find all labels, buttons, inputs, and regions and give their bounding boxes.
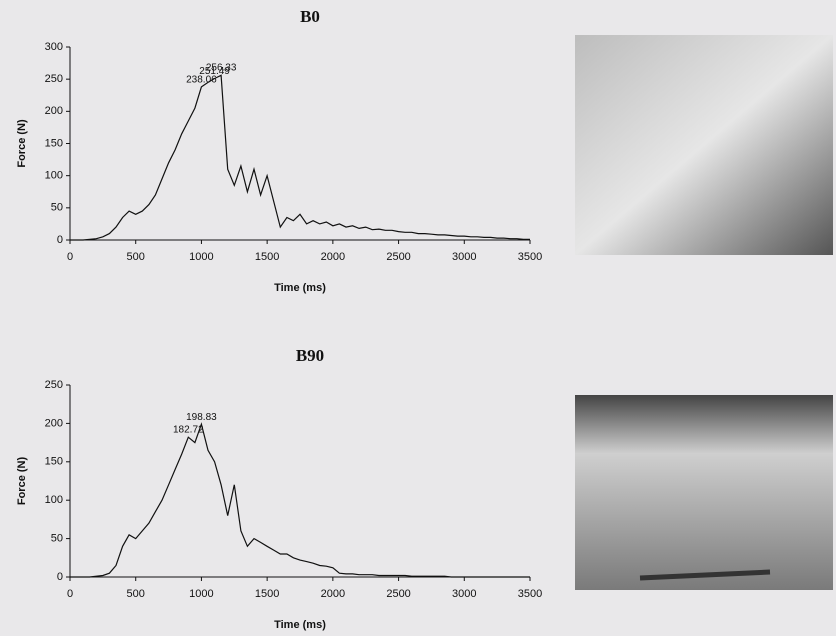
x-tick-label: 3500 [518,588,542,600]
data-line [70,74,530,241]
x-tick-label: 2500 [386,251,410,263]
y-tick-label: 300 [45,41,63,53]
x-tick-label: 3000 [452,251,476,263]
y-tick-label: 0 [57,571,63,583]
x-tick-label: 500 [127,588,145,600]
y-tick-label: 150 [45,456,63,468]
x-tick-label: 2000 [321,251,345,263]
y-tick-label: 50 [51,202,63,214]
chart-title: B90 [296,346,324,365]
y-tick-label: 200 [45,105,63,117]
x-tick-label: 500 [127,251,145,263]
y-tick-label: 100 [45,494,63,506]
y-tick-label: 100 [45,170,63,182]
y-tick-label: 0 [57,234,63,246]
x-tick-label: 1000 [189,251,213,263]
peak-label: 238.06 [186,74,217,85]
photo [575,395,833,590]
y-axis-label: Force (N) [16,119,28,168]
chart-title: B0 [300,7,320,26]
x-axis-label: Time (ms) [274,282,326,294]
y-tick-label: 250 [45,379,63,391]
x-tick-label: 1000 [189,588,213,600]
x-axis-label: Time (ms) [274,619,326,631]
peak-label: 182.72 [173,424,204,435]
x-tick-label: 3000 [452,588,476,600]
photo [575,35,833,255]
peak-label: 256.33 [206,63,237,74]
photo-detail [639,569,771,581]
y-axis-label: Force (N) [16,457,28,506]
x-tick-label: 2000 [321,588,345,600]
y-tick-label: 250 [45,73,63,85]
peak-label: 198.83 [186,412,217,423]
x-tick-label: 2500 [386,588,410,600]
peak-label: 251.49 [199,66,230,77]
x-tick-label: 3500 [518,251,542,263]
data-line [70,422,530,578]
x-tick-label: 0 [67,588,73,600]
x-tick-label: 1500 [255,251,279,263]
y-tick-label: 50 [51,533,63,545]
y-tick-label: 150 [45,137,63,149]
y-tick-label: 200 [45,417,63,429]
x-tick-label: 0 [67,251,73,263]
x-tick-label: 1500 [255,588,279,600]
